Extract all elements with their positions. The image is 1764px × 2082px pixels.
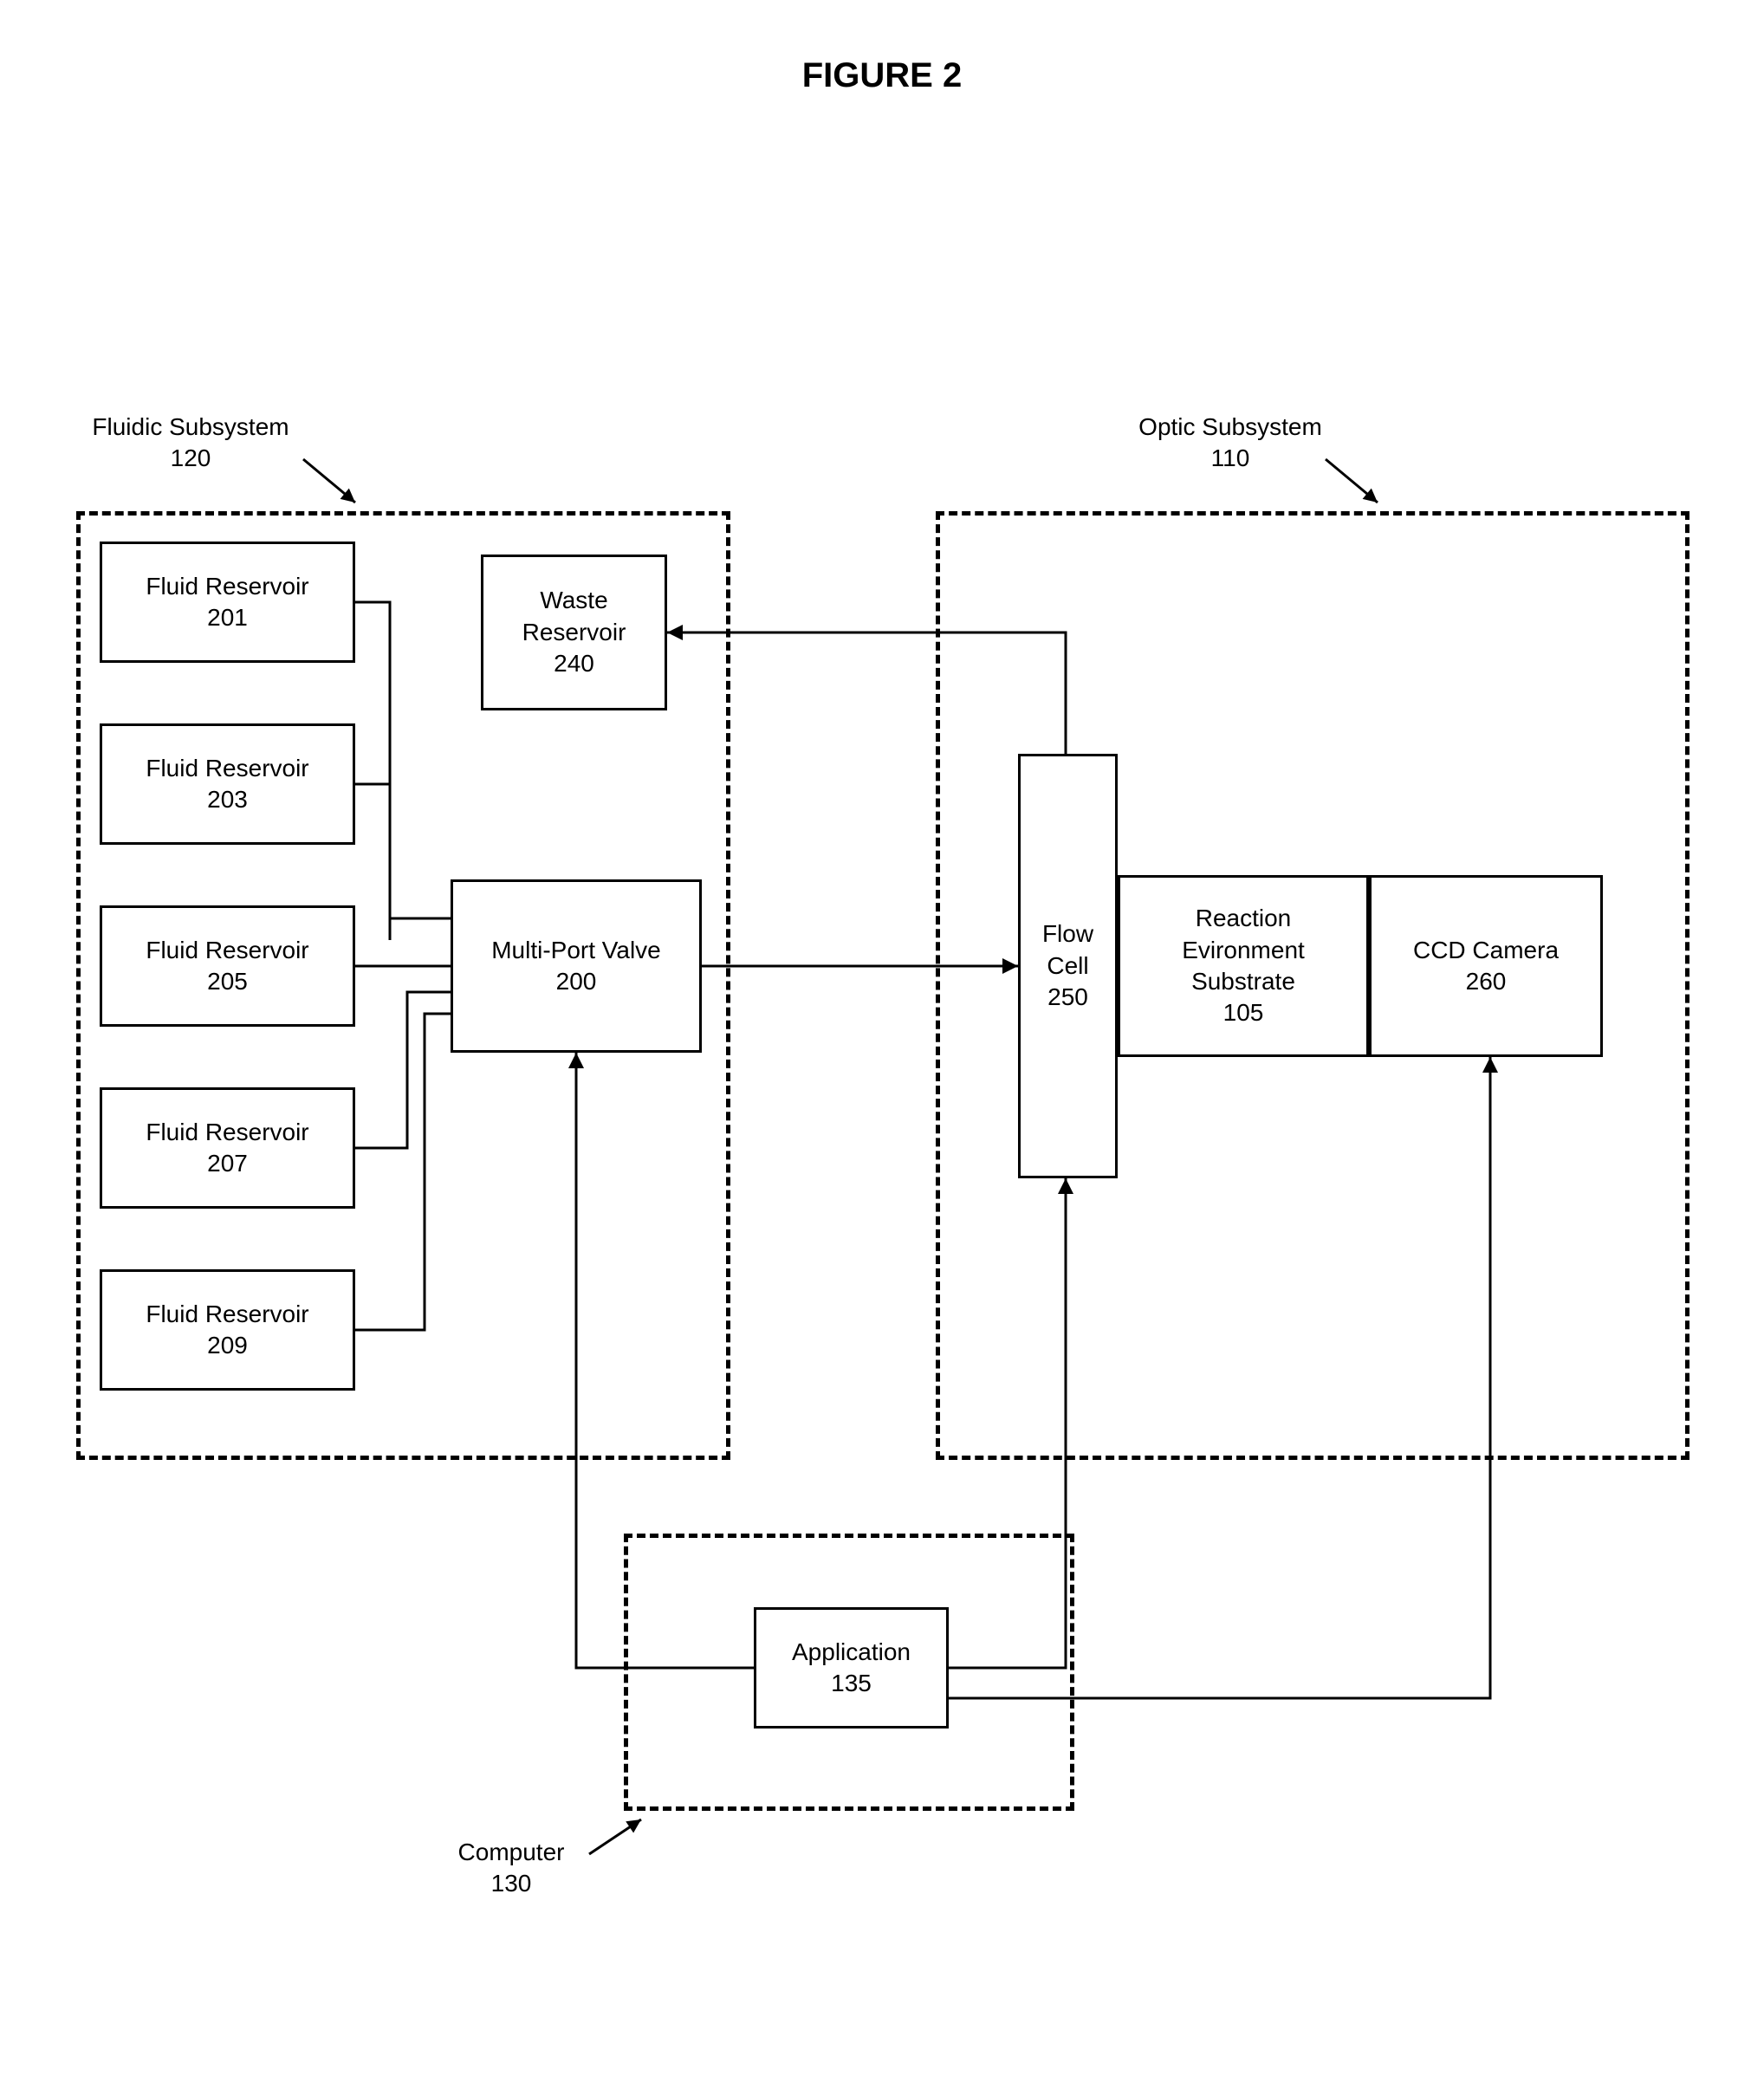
fluid-reservoir-203: Fluid Reservoir 203 xyxy=(100,723,355,845)
optic-label-text: Optic Subsystem xyxy=(1138,413,1322,440)
figure-title: FIGURE 2 xyxy=(0,56,1764,95)
res-number: 205 xyxy=(207,966,248,997)
box-number: 240 xyxy=(554,648,594,679)
res-number: 207 xyxy=(207,1148,248,1179)
box-label-line1: Waste xyxy=(540,585,607,616)
optic-subsystem-label: Optic Subsystem 110 xyxy=(1118,412,1343,475)
res-label: Fluid Reservoir xyxy=(146,935,308,966)
box-label-line1: Reaction xyxy=(1196,903,1292,934)
figure-title-text: FIGURE 2 xyxy=(802,56,962,94)
fluid-reservoir-205: Fluid Reservoir 205 xyxy=(100,905,355,1027)
fluidic-label-number: 120 xyxy=(171,444,211,471)
box-number: 135 xyxy=(831,1668,872,1699)
ccd-camera-box: CCD Camera 260 xyxy=(1369,875,1603,1057)
fluid-reservoir-207: Fluid Reservoir 207 xyxy=(100,1087,355,1209)
fluid-reservoir-201: Fluid Reservoir 201 xyxy=(100,542,355,663)
fluidic-subsystem-label: Fluidic Subsystem 120 xyxy=(78,412,303,475)
res-number: 201 xyxy=(207,602,248,633)
box-label-line2: Evironment xyxy=(1182,935,1305,966)
flow-cell-box: Flow Cell 250 xyxy=(1018,754,1118,1178)
box-label-line2: Cell xyxy=(1047,950,1088,982)
res-label: Fluid Reservoir xyxy=(146,571,308,602)
box-label-line3: Substrate xyxy=(1191,966,1295,997)
box-label-line1: Flow xyxy=(1042,918,1093,950)
fluidic-label-text: Fluidic Subsystem xyxy=(92,413,289,440)
computer-label-number: 130 xyxy=(491,1870,532,1897)
res-label: Fluid Reservoir xyxy=(146,1117,308,1148)
box-label: Multi-Port Valve xyxy=(491,935,661,966)
box-label: CCD Camera xyxy=(1413,935,1559,966)
box-number: 105 xyxy=(1223,997,1264,1028)
box-number: 200 xyxy=(556,966,597,997)
computer-label-text: Computer xyxy=(458,1839,565,1865)
multi-port-valve-box: Multi-Port Valve 200 xyxy=(451,879,702,1053)
waste-reservoir-box: Waste Reservoir 240 xyxy=(481,555,667,710)
box-number: 250 xyxy=(1047,982,1088,1013)
fluid-reservoir-209: Fluid Reservoir 209 xyxy=(100,1269,355,1391)
box-number: 260 xyxy=(1466,966,1507,997)
application-box: Application 135 xyxy=(754,1607,949,1729)
res-number: 209 xyxy=(207,1330,248,1361)
box-label-line2: Reservoir xyxy=(522,617,626,648)
optic-label-number: 110 xyxy=(1211,444,1250,471)
computer-subsystem-label: Computer 130 xyxy=(433,1837,589,1900)
res-label: Fluid Reservoir xyxy=(146,753,308,784)
res-number: 203 xyxy=(207,784,248,815)
box-label: Application xyxy=(792,1637,911,1668)
reaction-substrate-box: Reaction Evironment Substrate 105 xyxy=(1118,875,1369,1057)
res-label: Fluid Reservoir xyxy=(146,1299,308,1330)
